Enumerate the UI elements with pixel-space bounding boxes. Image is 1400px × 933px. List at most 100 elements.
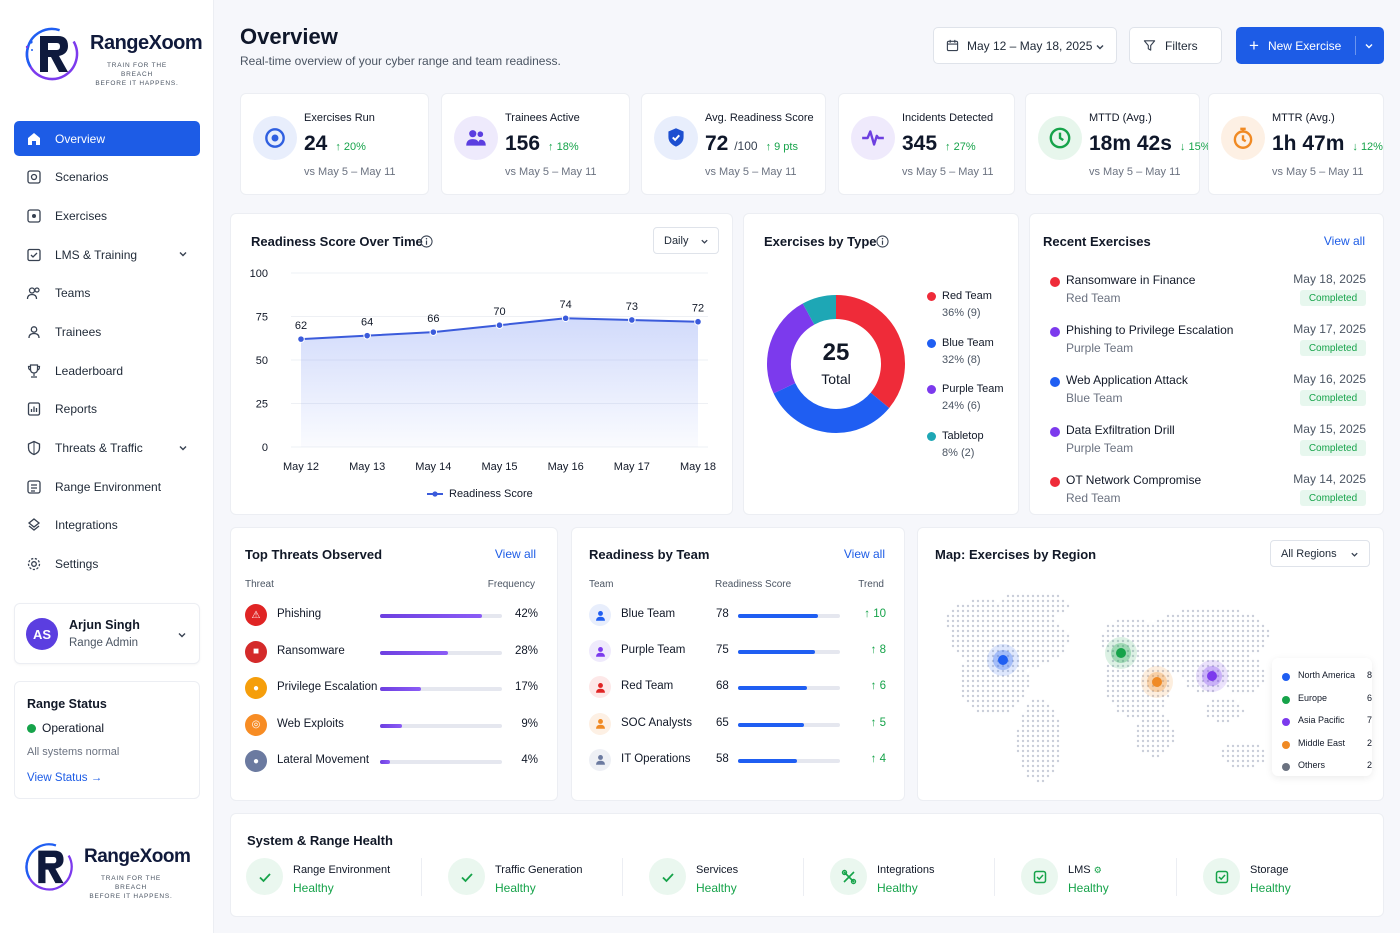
recent-exercise-row[interactable]: OT Network Compromise Red Team May 14, 202… (1048, 469, 1366, 519)
threat-row[interactable]: ■ Ransomware 28% (245, 640, 545, 671)
sidebar-item-settings[interactable]: Settings (14, 547, 200, 582)
health-item-services[interactable]: Services Healthy (649, 858, 799, 900)
kpi-card-mttd-avg[interactable]: MTTD (Avg.) 18m 42s ↓ 15% vs May 5 – May 11 (1025, 93, 1211, 195)
recent-exercise-row[interactable]: Data Exfiltration Drill Purple Team May 15… (1048, 419, 1366, 469)
type-legend-item[interactable]: Purple Team 24% (6) (927, 383, 1017, 423)
type-legend-item[interactable]: Blue Team 32% (8) (927, 337, 1017, 377)
kpi-card-exercises-run[interactable]: Exercises Run 24 ↑ 20% vs May 5 – May 11 (240, 93, 429, 195)
map-dot (1111, 694, 1115, 698)
map-dot (961, 644, 965, 648)
kpi-card-incidents-detected[interactable]: Incidents Detected 345 ↑ 27% vs May 5 – May… (838, 93, 1015, 195)
sidebar-item-overview[interactable]: Overview (14, 121, 200, 156)
info-icon[interactable] (420, 235, 433, 248)
chevron-down-icon[interactable] (178, 249, 188, 259)
map-dot (961, 604, 965, 608)
map-dot (1256, 684, 1260, 688)
sidebar-item-exercises[interactable]: Exercises (14, 198, 200, 233)
map-dot (1041, 779, 1045, 783)
team-row[interactable]: Purple Team 75 ↑ 8 (589, 640, 889, 666)
world-dot-map[interactable] (924, 580, 1272, 796)
health-item-traffic-generation[interactable]: Traffic Generation Healthy (448, 858, 598, 900)
sidebar-item-leaderboard[interactable]: Leaderboard (14, 353, 200, 388)
chevron-down-icon[interactable] (178, 443, 188, 453)
map-dot (1251, 639, 1255, 643)
map-dot (1036, 729, 1040, 733)
view-status-link[interactable]: View Status → (27, 772, 102, 784)
health-item-storage[interactable]: Storage Healthy (1203, 858, 1353, 900)
team-row[interactable]: IT Operations 58 ↑ 4 (589, 748, 889, 775)
type-legend-item[interactable]: Tabletop 8% (2) (927, 430, 1017, 470)
map-dot (976, 619, 980, 623)
chevron-down-icon[interactable] (177, 630, 187, 640)
threats-view-all-link[interactable]: View all (494, 547, 536, 561)
map-dot (1161, 654, 1165, 658)
sidebar-item-lms-training[interactable]: LMS & Training (14, 237, 200, 272)
map-dot (1171, 624, 1175, 628)
info-icon[interactable] (876, 235, 889, 248)
map-dot (1021, 664, 1025, 668)
sidebar-item-integrations[interactable]: Integrations (14, 508, 200, 543)
map-dot (1001, 689, 1005, 693)
donut-slice-red-team[interactable] (835, 295, 905, 408)
map-dot (1031, 729, 1035, 733)
threat-row[interactable]: ⚠ Phishing 42% (245, 604, 545, 634)
region-hotspot[interactable] (1207, 671, 1217, 681)
team-row[interactable]: Red Team 68 ↑ 6 (589, 676, 889, 702)
map-dot (1031, 769, 1035, 773)
region-hotspot[interactable] (998, 655, 1008, 665)
sidebar-item-trainees[interactable]: Trainees (14, 314, 200, 349)
sidebar-item-scenarios[interactable]: Scenarios (14, 160, 200, 195)
filters-button[interactable]: Filters (1129, 27, 1222, 64)
kpi-card-trainees-active[interactable]: Trainees Active 156 ↑ 18% vs May 5 – May 11 (441, 93, 630, 195)
map-dot (1051, 714, 1055, 718)
map-legend-item: Asia Pacific 7 (1282, 711, 1372, 733)
new-exercise-button[interactable]: + New Exercise (1236, 27, 1384, 64)
type-legend-item[interactable]: Red Team 36% (9) (927, 290, 1017, 330)
donut-slice-blue-team[interactable] (773, 382, 890, 433)
threat-row[interactable]: ● Privilege Escalation 17% (245, 677, 545, 707)
map-dot (966, 614, 970, 618)
chevron-down-icon[interactable] (1364, 41, 1374, 51)
region-select[interactable]: All Regions (1270, 540, 1370, 567)
kpi-card-mttr-avg[interactable]: MTTR (Avg.) 1h 47m ↓ 12% vs May 5 – May 11 (1208, 93, 1384, 195)
health-item-lms[interactable]: LMS ⚙ Healthy (1021, 858, 1171, 900)
threat-row[interactable]: ● Lateral Movement 4% (245, 750, 545, 780)
sidebar-item-reports[interactable]: Reports (14, 392, 200, 427)
brand-logo[interactable]: RangeXoom TRAIN FOR THE BREACH BEFORE IT … (22, 22, 203, 88)
map-dot (1121, 684, 1125, 688)
donut-slice-tabletop[interactable] (802, 295, 837, 325)
score-bar (738, 614, 840, 618)
exercises-icon (27, 209, 41, 223)
health-item-integrations[interactable]: Integrations Healthy (830, 858, 980, 900)
map-dot (1161, 659, 1165, 663)
donut-slice-purple-team[interactable] (767, 303, 815, 394)
map-dot (1211, 659, 1215, 663)
sidebar-item-range-environment[interactable]: Range Environment (14, 469, 200, 504)
readiness-chart-title: Readiness Score Over Time (251, 234, 423, 249)
region-hotspot[interactable] (1116, 648, 1126, 658)
period-select[interactable]: Daily (653, 227, 719, 254)
date-range-picker[interactable]: May 12 – May 18, 2025 (933, 27, 1117, 64)
team-row[interactable]: Blue Team 78 ↑ 10 (589, 604, 889, 630)
recent-exercise-row[interactable]: Ransomware in Finance Red Team May 18, 202… (1048, 269, 1366, 319)
kpi-card-avg-readiness-score[interactable]: Avg. Readiness Score 72 /100 ↑ 9 pts vs May… (641, 93, 826, 195)
map-dot (1016, 674, 1020, 678)
sidebar-item-teams[interactable]: Teams (14, 276, 200, 311)
recent-view-all-link[interactable]: View all (1323, 234, 1365, 248)
map-dot (1141, 699, 1145, 703)
team-row[interactable]: SOC Analysts 65 ↑ 5 (589, 712, 889, 739)
map-dot (1031, 749, 1035, 753)
map-dot (1166, 619, 1170, 623)
sidebar-item-threats-traffic[interactable]: Threats & Traffic (14, 431, 200, 466)
user-card[interactable]: AS Arjun Singh Range Admin (14, 603, 200, 664)
map-dot (1236, 674, 1240, 678)
map-dot (1141, 634, 1145, 638)
map-dot (1231, 644, 1235, 648)
teams-view-all-link[interactable]: View all (843, 547, 885, 561)
threat-row[interactable]: ◎ Web Exploits 9% (245, 713, 545, 744)
health-item-range-environment[interactable]: Range Environment Healthy (246, 858, 396, 900)
recent-exercise-row[interactable]: Web Application Attack Blue Team May 16, 2… (1048, 369, 1366, 419)
map-dot (1021, 719, 1025, 723)
region-hotspot[interactable] (1152, 677, 1162, 687)
recent-exercise-row[interactable]: Phishing to Privilege Escalation Purple T… (1048, 319, 1366, 369)
